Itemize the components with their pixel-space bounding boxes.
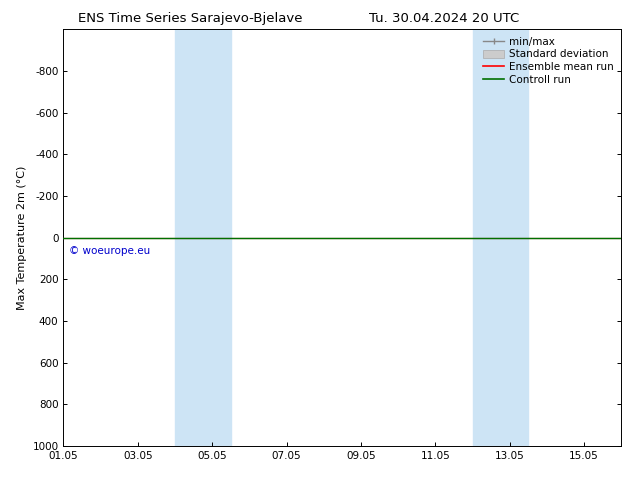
Text: Tu. 30.04.2024 20 UTC: Tu. 30.04.2024 20 UTC	[369, 12, 519, 25]
Text: ENS Time Series Sarajevo-Bjelave: ENS Time Series Sarajevo-Bjelave	[78, 12, 302, 25]
Y-axis label: Max Temperature 2m (°C): Max Temperature 2m (°C)	[17, 166, 27, 310]
Legend: min/max, Standard deviation, Ensemble mean run, Controll run: min/max, Standard deviation, Ensemble me…	[481, 35, 616, 87]
Text: © woeurope.eu: © woeurope.eu	[69, 246, 150, 256]
Bar	[472, 29, 528, 446]
Bar	[175, 29, 231, 446]
